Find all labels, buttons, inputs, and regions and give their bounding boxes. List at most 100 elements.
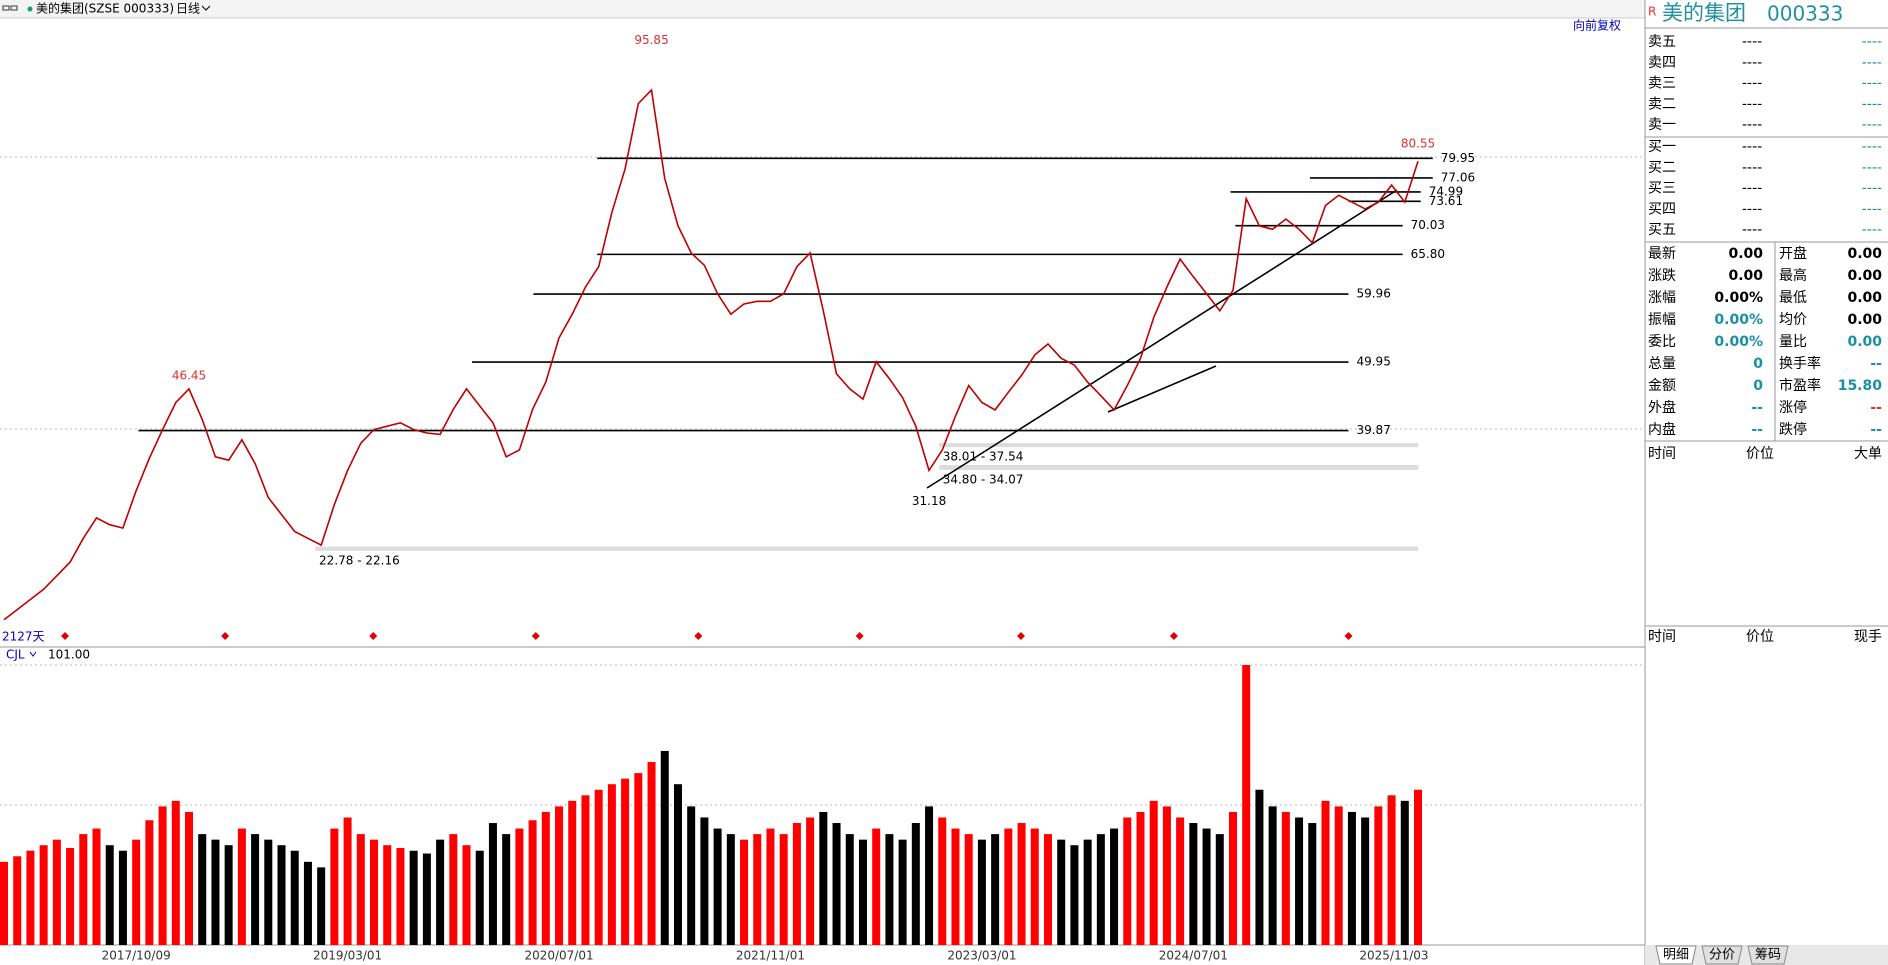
volume-bar (607, 784, 616, 945)
volume-bar (673, 784, 682, 945)
stock-name: 美的集团 (1662, 1, 1746, 25)
volume-bar (290, 850, 299, 945)
volume-bar (647, 762, 656, 945)
zone-label: 38.01 - 37.54 (943, 450, 1024, 464)
volume-bar (1295, 817, 1304, 945)
volume-bar (1334, 806, 1343, 945)
event-marker[interactable] (1344, 632, 1353, 640)
volume-bar (1387, 795, 1396, 945)
flag: R (1648, 5, 1656, 19)
zone-label: 22.78 - 22.16 (319, 553, 400, 567)
level-label: 77.06 (1441, 170, 1475, 184)
x-tick-label: 2019/03/01 (313, 949, 382, 963)
level-label: 79.95 (1441, 151, 1475, 165)
stat-label: 最低 (1779, 290, 1807, 306)
book-volume: ---- (1862, 55, 1882, 71)
book-price: ---- (1742, 181, 1762, 197)
book-price: ---- (1742, 34, 1762, 50)
stat-label: 外盘 (1648, 399, 1676, 416)
book-volume: ---- (1862, 160, 1882, 176)
level-label: 70.03 (1411, 218, 1445, 232)
chevron[interactable] (201, 5, 211, 11)
symbol[interactable]: 美的集团(SZSE 000333) (36, 1, 174, 16)
volume-bar (1149, 800, 1158, 945)
volume-bar (264, 839, 273, 945)
x-tick-label: 2021/11/01 (736, 949, 805, 963)
event-marker[interactable] (61, 632, 70, 640)
period[interactable]: 日线 (176, 2, 200, 16)
trend-line (926, 189, 1398, 489)
book-volume: ---- (1862, 34, 1882, 50)
volume-bar (845, 834, 854, 945)
stat-label: 涨幅 (1648, 290, 1676, 306)
volume-bar (92, 828, 101, 945)
book-label: 买五 (1648, 222, 1676, 238)
price-annotation: 46.45 (172, 368, 206, 382)
stock-code: 000333 (1767, 2, 1843, 26)
volume-bar (224, 845, 233, 945)
tab[interactable] (1747, 945, 1789, 965)
volume-bar (779, 834, 788, 945)
stat-value: 0.00% (1714, 290, 1763, 306)
volume-bar (13, 856, 22, 945)
stat-label: 内盘 (1648, 421, 1676, 438)
book-price: ---- (1742, 117, 1762, 133)
tab[interactable] (1701, 945, 1743, 965)
volume-bar (105, 845, 114, 945)
book-price: ---- (1742, 222, 1762, 238)
book-label: 卖三 (1648, 76, 1676, 92)
event-marker[interactable] (531, 632, 540, 640)
book-volume: ---- (1862, 181, 1882, 197)
tab-label[interactable]: 分价 (1709, 948, 1735, 963)
tab-label[interactable]: 明细 (1663, 948, 1689, 963)
volume-bar (1242, 665, 1251, 945)
volume-bar (991, 834, 1000, 945)
icon[interactable] (2, 5, 10, 11)
event-marker[interactable] (369, 632, 378, 640)
volume-bar (925, 806, 934, 945)
volume-bar (1215, 834, 1224, 945)
volume-bar (198, 834, 207, 945)
tab[interactable] (1655, 945, 1697, 965)
volume-bar (806, 817, 815, 945)
volume-bar (594, 789, 603, 945)
volume-bar (700, 817, 709, 945)
icon[interactable] (10, 5, 18, 11)
event-marker[interactable] (694, 632, 703, 640)
x-tick-label: 2020/07/01 (524, 949, 593, 963)
x-tick-label: 2023/03/01 (947, 949, 1016, 963)
volume-bar (964, 834, 973, 945)
level-label: 39.87 (1356, 423, 1390, 437)
volume-bar (528, 820, 537, 945)
volume-bar (237, 828, 246, 945)
volume-bar (740, 839, 749, 945)
stat-value: 0.00 (1847, 312, 1882, 328)
volume-bar (1202, 828, 1211, 945)
stat-value: -- (1751, 400, 1763, 416)
volume-bar (502, 834, 511, 945)
volume-bar (26, 850, 35, 945)
volume-bar (1030, 828, 1039, 945)
price-annotation: 80.55 (1401, 137, 1435, 151)
trend-line (1107, 365, 1217, 413)
stat-label: 开盘 (1779, 245, 1807, 262)
event-marker[interactable] (1169, 632, 1178, 640)
book-label: 卖二 (1648, 96, 1676, 112)
book-label: 买一 (1648, 139, 1676, 155)
price-annotation: 95.85 (634, 33, 668, 47)
y-tick-label: 101.00 (48, 648, 90, 662)
volume-bar (541, 811, 550, 945)
volume-bar (1347, 811, 1356, 945)
stat-value: -- (1751, 422, 1763, 438)
volume-bar (687, 806, 696, 945)
tab-label[interactable]: 筹码 (1755, 947, 1781, 963)
chevron[interactable] (29, 651, 37, 657)
event-marker[interactable] (221, 632, 230, 640)
days-label: 2127天 (2, 630, 45, 644)
indicator-name[interactable]: CJL (6, 648, 25, 662)
volume-bar (409, 850, 418, 945)
book-price: ---- (1742, 139, 1762, 155)
event-marker[interactable] (855, 632, 864, 640)
adjust-label[interactable]: 向前复权 (1573, 18, 1621, 33)
event-marker[interactable] (1016, 632, 1025, 640)
